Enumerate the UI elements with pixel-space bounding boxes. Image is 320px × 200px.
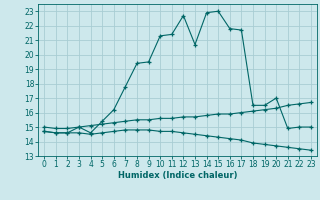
X-axis label: Humidex (Indice chaleur): Humidex (Indice chaleur) [118, 171, 237, 180]
